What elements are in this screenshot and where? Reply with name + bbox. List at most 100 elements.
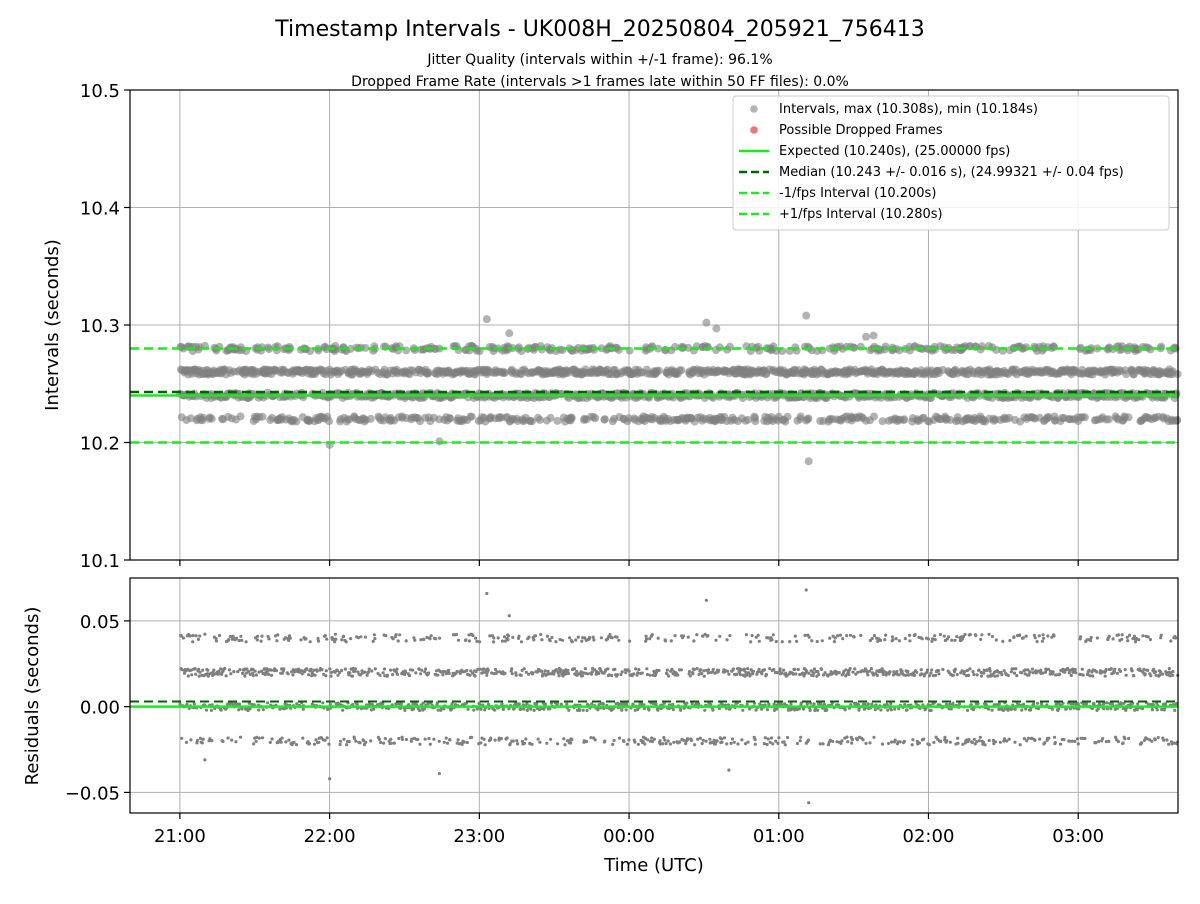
- residual-point: [671, 708, 675, 712]
- residual-point: [770, 638, 774, 642]
- residual-point: [445, 741, 450, 745]
- residual-point: [1035, 640, 1039, 644]
- residual-point: [535, 670, 540, 674]
- residual-point: [658, 739, 662, 743]
- residual-point: [525, 702, 529, 706]
- residual-point: [920, 637, 924, 641]
- residual-point: [968, 633, 972, 637]
- residual-point: [898, 740, 902, 744]
- residual-point: [245, 667, 249, 671]
- residual-point: [1171, 673, 1175, 677]
- residual-point: [718, 634, 722, 638]
- residual-point: [738, 673, 743, 677]
- residual-point: [1023, 668, 1027, 672]
- residual-point: [1087, 668, 1091, 672]
- residual-point: [265, 667, 269, 671]
- residual-point: [1142, 738, 1146, 743]
- residual-point: [305, 667, 309, 671]
- residual-point: [990, 634, 995, 639]
- residual-point: [287, 638, 291, 643]
- interval-point: [292, 417, 301, 426]
- residual-point: [760, 707, 764, 711]
- residual-point: [843, 708, 847, 712]
- residual-point: [583, 667, 588, 671]
- residual-point: [1174, 702, 1179, 706]
- residual-point: [287, 738, 291, 742]
- interval-point: [878, 417, 887, 426]
- residual-point: [566, 668, 570, 673]
- residual-point: [873, 708, 877, 712]
- residual-point: [834, 669, 838, 673]
- residual-point: [1112, 670, 1116, 674]
- residual-point: [505, 736, 509, 740]
- residual-point: [688, 674, 692, 678]
- residual-point: [344, 640, 348, 644]
- residual-point: [943, 735, 947, 740]
- residual-point: [822, 702, 827, 706]
- residual-point: [650, 736, 654, 740]
- residual-point: [708, 737, 712, 741]
- residual-point: [750, 633, 754, 638]
- residual-point: [449, 707, 453, 711]
- residual-point: [1056, 707, 1061, 711]
- residual-point: [1118, 669, 1123, 674]
- residual-point: [657, 668, 661, 673]
- residual-point: [926, 637, 931, 641]
- residual-point: [914, 701, 918, 706]
- residual-point: [645, 672, 650, 677]
- residual-point: [798, 739, 802, 743]
- residual-point: [429, 634, 433, 638]
- residual-point: [1041, 633, 1045, 637]
- residual-point: [868, 669, 872, 673]
- legend-label-minus-fps: -1/fps Interval (10.200s): [779, 186, 936, 201]
- residual-point: [900, 669, 904, 673]
- residual-point: [925, 668, 930, 672]
- residual-point: [945, 739, 949, 743]
- residual-point: [417, 667, 421, 671]
- residual-point: [226, 736, 230, 740]
- residual-point: [548, 639, 552, 643]
- residual-point: [596, 708, 600, 712]
- residual-point: [227, 638, 231, 642]
- residual-point: [444, 736, 448, 740]
- residual-point: [1036, 701, 1040, 705]
- residual-point: [455, 669, 459, 674]
- residual-point: [194, 634, 198, 638]
- residual-point: [377, 737, 382, 742]
- residual-point: [1079, 635, 1083, 639]
- residual-point: [214, 636, 218, 641]
- residual-point: [1041, 671, 1045, 675]
- residual-point: [395, 667, 399, 671]
- residual-point: [527, 672, 531, 676]
- residual-point: [1121, 741, 1125, 745]
- intervals-reference-lines: [130, 347, 1178, 444]
- residuals-y-ticks: 0.050.00−0.05: [65, 612, 130, 804]
- residual-point: [447, 668, 451, 673]
- residual-point: [568, 636, 572, 640]
- residual-point: [643, 736, 648, 741]
- residual-point: [456, 738, 460, 742]
- residual-point: [549, 737, 553, 741]
- residual-point: [882, 669, 886, 673]
- residual-point: [535, 702, 539, 706]
- residual-point: [467, 639, 471, 643]
- residual-point: [696, 737, 700, 741]
- residual-point: [980, 633, 984, 637]
- residual-point: [1050, 707, 1054, 711]
- residual-point: [870, 702, 874, 706]
- residual-point: [929, 671, 933, 675]
- residual-point: [559, 668, 563, 672]
- residual-point: [180, 668, 184, 672]
- residual-point: [802, 674, 806, 678]
- residual-point: [418, 742, 422, 746]
- residual-point: [919, 668, 923, 672]
- residual-point: [925, 670, 929, 675]
- residual-point: [872, 634, 877, 638]
- residual-point: [754, 708, 758, 712]
- residual-point: [224, 674, 228, 678]
- residual-point: [489, 736, 493, 740]
- residual-point: [777, 736, 781, 740]
- residual-point: [514, 671, 518, 675]
- residual-point: [605, 637, 610, 641]
- residual-point: [427, 671, 431, 675]
